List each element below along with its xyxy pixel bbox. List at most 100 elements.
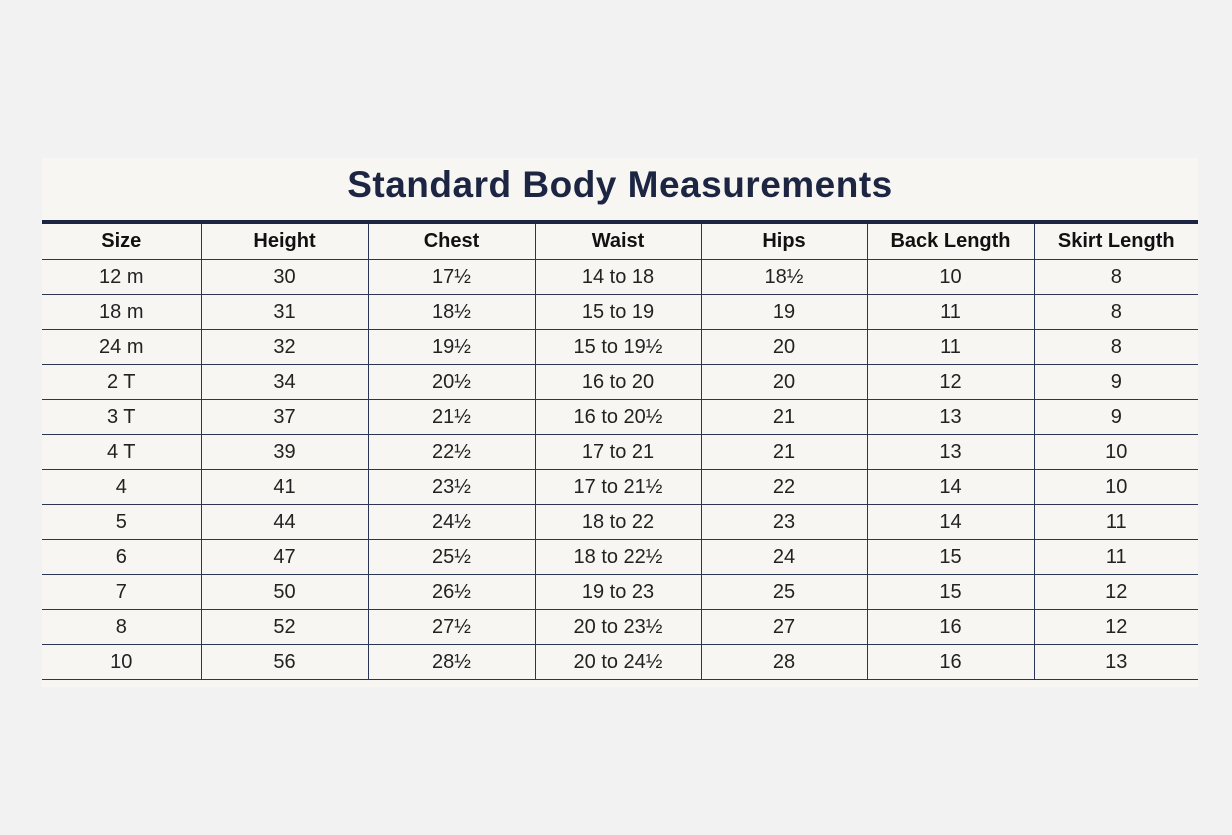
table-cell: 11 <box>866 329 1035 365</box>
table-row: 8 52 27½ 20 to 23½ 27 16 12 <box>42 609 1198 645</box>
table-cell: 25 <box>700 574 868 610</box>
table-row: 10 56 28½ 20 to 24½ 28 16 13 <box>42 644 1198 680</box>
table-cell: 34 <box>200 364 369 400</box>
table-cell: 32 <box>200 329 369 365</box>
column-header: Hips <box>700 224 868 260</box>
table-cell: 13 <box>1033 644 1198 680</box>
table-cell: 41 <box>200 469 369 505</box>
table-cell: 44 <box>200 504 369 540</box>
table-cell: 23 <box>700 504 868 540</box>
table-cell: 16 <box>866 644 1035 680</box>
column-header: Back Length <box>866 224 1035 260</box>
table-cell: 22½ <box>367 434 536 470</box>
table-cell: 11 <box>1033 539 1198 575</box>
table-cell: 18 to 22 <box>534 504 702 540</box>
table-row: 5 44 24½ 18 to 22 23 14 11 <box>42 504 1198 540</box>
table-row: 3 T 37 21½ 16 to 20½ 21 13 9 <box>42 399 1198 435</box>
table-cell: 19 <box>700 294 868 330</box>
table-cell: 18½ <box>700 259 868 295</box>
table-cell: 18½ <box>367 294 536 330</box>
table-cell: 21 <box>700 399 868 435</box>
table-cell: 50 <box>200 574 369 610</box>
table-row: 24 m 32 19½ 15 to 19½ 20 11 8 <box>42 329 1198 365</box>
table-cell: 28½ <box>367 644 536 680</box>
table-title: Standard Body Measurements <box>42 158 1198 224</box>
table-cell: 28 <box>700 644 868 680</box>
table-cell: 27 <box>700 609 868 645</box>
table-cell: 4 T <box>42 434 202 470</box>
table-header: Size Height Chest Waist Hips Back Length Skirt… <box>42 224 1198 260</box>
table-cell: 12 <box>866 364 1035 400</box>
measurement-table: Size Height Chest Waist Hips Back Length Skirt… <box>42 224 1198 680</box>
table-row: 4 T 39 22½ 17 to 21 21 13 10 <box>42 434 1198 470</box>
table-cell: 10 <box>1033 434 1198 470</box>
table-cell: 14 <box>866 504 1035 540</box>
table-cell: 18 to 22½ <box>534 539 702 575</box>
header-row: Size Height Chest Waist Hips Back Length Skirt… <box>42 224 1198 260</box>
table-cell: 31 <box>200 294 369 330</box>
table-cell: 25½ <box>367 539 536 575</box>
table-cell: 23½ <box>367 469 536 505</box>
table-cell: 8 <box>1033 294 1198 330</box>
table-cell: 52 <box>200 609 369 645</box>
table-cell: 10 <box>42 644 202 680</box>
table-row: 4 41 23½ 17 to 21½ 22 14 10 <box>42 469 1198 505</box>
table-cell: 13 <box>866 434 1035 470</box>
column-header: Waist <box>534 224 702 260</box>
table-cell: 15 <box>866 574 1035 610</box>
table-cell: 12 <box>1033 574 1198 610</box>
table-cell: 9 <box>1033 399 1198 435</box>
table-cell: 16 <box>866 609 1035 645</box>
column-header: Skirt Length <box>1033 224 1198 260</box>
table-cell: 5 <box>42 504 202 540</box>
table-cell: 8 <box>1033 329 1198 365</box>
table-cell: 20½ <box>367 364 536 400</box>
table-cell: 47 <box>200 539 369 575</box>
table-cell: 17 to 21 <box>534 434 702 470</box>
table-cell: 26½ <box>367 574 536 610</box>
table-cell: 56 <box>200 644 369 680</box>
table-cell: 12 m <box>42 259 202 295</box>
table-cell: 14 <box>866 469 1035 505</box>
column-header: Chest <box>367 224 536 260</box>
table-cell: 19½ <box>367 329 536 365</box>
table-cell: 24 <box>700 539 868 575</box>
table-cell: 15 to 19½ <box>534 329 702 365</box>
table-cell: 2 T <box>42 364 202 400</box>
table-cell: 39 <box>200 434 369 470</box>
table-cell: 16 to 20½ <box>534 399 702 435</box>
table-cell: 30 <box>200 259 369 295</box>
table-cell: 9 <box>1033 364 1198 400</box>
table-cell: 18 m <box>42 294 202 330</box>
table-cell: 17½ <box>367 259 536 295</box>
table-cell: 17 to 21½ <box>534 469 702 505</box>
table-cell: 8 <box>1033 259 1198 295</box>
table-cell: 37 <box>200 399 369 435</box>
table-cell: 7 <box>42 574 202 610</box>
column-header: Size <box>42 224 202 260</box>
table-cell: 20 to 23½ <box>534 609 702 645</box>
table-cell: 12 <box>1033 609 1198 645</box>
table-cell: 13 <box>866 399 1035 435</box>
table-cell: 3 T <box>42 399 202 435</box>
table-cell: 11 <box>866 294 1035 330</box>
table-cell: 24 m <box>42 329 202 365</box>
table-cell: 22 <box>700 469 868 505</box>
table-cell: 16 to 20 <box>534 364 702 400</box>
table-cell: 19 to 23 <box>534 574 702 610</box>
table-cell: 20 <box>700 364 868 400</box>
table-cell: 24½ <box>367 504 536 540</box>
table-body: 12 m 30 17½ 14 to 18 18½ 10 8 18 m 31 18½ 15 to 19… <box>42 259 1198 680</box>
table-row: 12 m 30 17½ 14 to 18 18½ 10 8 <box>42 259 1198 295</box>
table-cell: 27½ <box>367 609 536 645</box>
table-row: 7 50 26½ 19 to 23 25 15 12 <box>42 574 1198 610</box>
table-cell: 10 <box>1033 469 1198 505</box>
table-cell: 10 <box>866 259 1035 295</box>
table-cell: 14 to 18 <box>534 259 702 295</box>
table-cell: 4 <box>42 469 202 505</box>
table-cell: 20 <box>700 329 868 365</box>
measurement-card: Standard Body Measurements Size Height Che… <box>42 158 1198 687</box>
table-cell: 11 <box>1033 504 1198 540</box>
table-row: 18 m 31 18½ 15 to 19 19 11 8 <box>42 294 1198 330</box>
